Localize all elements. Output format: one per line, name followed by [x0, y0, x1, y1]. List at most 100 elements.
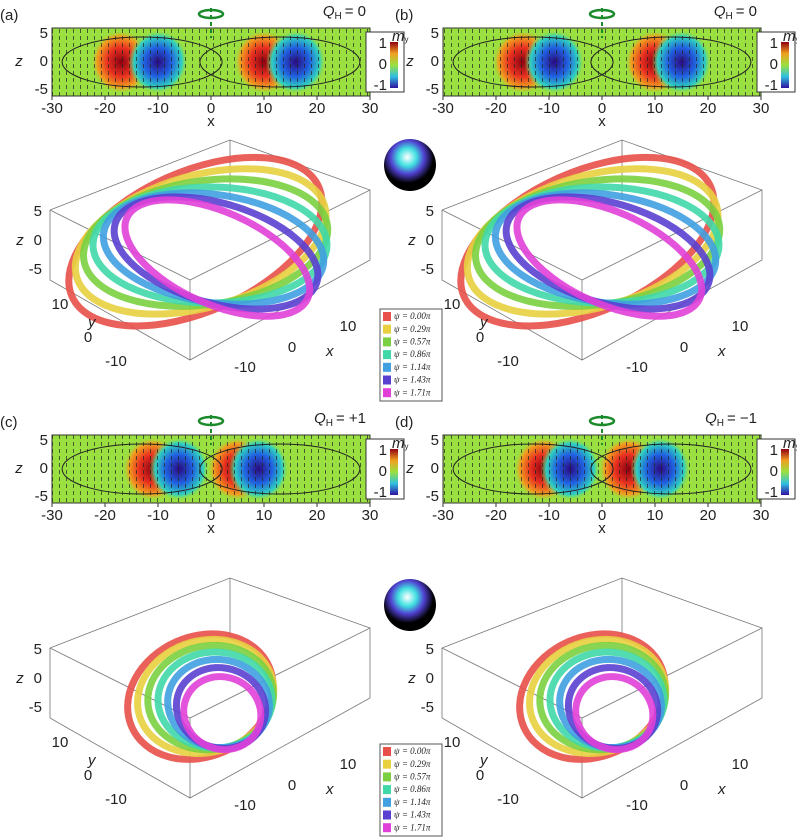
q-symbol: Q [314, 410, 326, 427]
y-tick-label: -10 [105, 353, 127, 370]
legend-box [379, 743, 443, 837]
z-axis-label: z [407, 232, 416, 249]
legend-swatch [383, 324, 391, 334]
y-tick-label: -10 [497, 353, 519, 370]
x-tick-label: 0 [680, 777, 688, 794]
legend-swatch [383, 337, 391, 347]
colorbar-title: my [392, 435, 409, 452]
legend-swatch [383, 772, 391, 782]
x-tick-label: -10 [626, 359, 648, 376]
y-axis-label: y [87, 314, 97, 331]
x-axis-label: x [717, 781, 726, 798]
colorbar [781, 42, 789, 88]
z-tick-label: 0 [40, 53, 48, 70]
q-value: = 0 [736, 3, 757, 20]
y-tick-label: 10 [52, 296, 69, 313]
legend-swatch [383, 362, 391, 372]
legend-swatch [383, 375, 391, 385]
legend-label: ψ = 0.86π [394, 784, 431, 794]
colorbar-tick-label: 1 [379, 35, 387, 52]
x-tick-label: -30 [432, 100, 454, 117]
z-tick-label: -5 [426, 81, 439, 98]
color-sphere [384, 579, 436, 631]
z-axis-label: z [14, 460, 23, 477]
arrow-field [443, 28, 761, 96]
x-tick-label: 0 [288, 339, 296, 356]
x-tick-label: 20 [700, 507, 717, 524]
q-subscript: H [334, 11, 341, 22]
z-tick-label: -5 [29, 699, 42, 716]
z-tick-label: 0 [426, 232, 434, 249]
colorbar [390, 449, 398, 495]
panel-label: (a) [0, 7, 18, 24]
x-tick-label: 0 [598, 100, 606, 117]
colorbar-tick-label: 0 [770, 56, 778, 73]
isosurface-ring [572, 673, 657, 754]
z-axis-label: z [15, 670, 24, 687]
legend-label: ψ = 0.00π [394, 311, 431, 321]
x-tick-label: 10 [256, 507, 273, 524]
z-tick-label: 0 [40, 460, 48, 477]
z-tick-label: -5 [35, 488, 48, 505]
isosurface-ring [180, 673, 265, 754]
legend-swatch [383, 747, 391, 756]
x-tick-label: 20 [700, 100, 717, 117]
colorbar-tick-label: 0 [379, 56, 387, 73]
y-tick-label: 0 [84, 767, 92, 784]
z-tick-label: -5 [421, 261, 434, 278]
x-tick-label: -20 [485, 507, 507, 524]
z-tick-label: -5 [421, 699, 434, 716]
legend-label: ψ = 0.57π [394, 336, 431, 346]
z-tick-label: 5 [40, 25, 48, 42]
colorbar [781, 449, 789, 495]
x-axis-label: x [325, 343, 334, 360]
legend-label: ψ = 0.29π [394, 324, 431, 334]
x-tick-label: 30 [753, 507, 770, 524]
legend: ψ = 0.00π ψ = 0.29π ψ = 0.57π ψ = 0.86π ψ = … [379, 308, 443, 402]
x-tick-label: -10 [147, 507, 169, 524]
q-subscript: H [717, 418, 724, 429]
x-tick-label: -30 [41, 507, 63, 524]
isosurface-ring [121, 196, 314, 320]
y-tick-label: -10 [105, 791, 127, 808]
x-tick-label: -10 [538, 507, 560, 524]
x-tick-label: -10 [538, 100, 560, 117]
x-tick-label: -10 [234, 797, 256, 814]
z-axis-label: z [405, 53, 414, 70]
colorbar-symbol: m [392, 28, 405, 45]
x-tick-label: 20 [309, 100, 326, 117]
z-axis-label: z [15, 232, 24, 249]
colorbar-tick-label: 1 [770, 35, 778, 52]
x-tick-label: 10 [256, 100, 273, 117]
z-tick-label: 0 [431, 460, 439, 477]
plot3d: 5 0 -5 z 10 0 -10 y 10 0 -10 x [407, 139, 763, 376]
q-subscript: H [725, 11, 732, 22]
x-tick-label: 10 [340, 756, 357, 773]
z-tick-label: 0 [34, 670, 42, 687]
colorbar-tick-label: 1 [379, 442, 387, 459]
q-label: QH = −1 [705, 410, 757, 429]
x-axis-label: x [207, 113, 215, 130]
x-tick-label: -10 [234, 359, 256, 376]
legend-swatch [383, 797, 391, 807]
colorbar-tick-label: -1 [374, 77, 387, 94]
z-tick-label: -5 [29, 261, 42, 278]
z-tick-label: 5 [34, 203, 42, 220]
legend-label: ψ = 1.43π [394, 375, 431, 385]
colorbar-tick-label: -1 [765, 77, 778, 94]
x-tick-label: -20 [94, 100, 116, 117]
z-tick-label: 0 [34, 232, 42, 249]
x-tick-label: -10 [626, 797, 648, 814]
x-tick-label: 0 [207, 100, 215, 117]
x-tick-label: 10 [732, 756, 749, 773]
panel-label: (b) [395, 7, 413, 24]
isosurface-ring [513, 196, 706, 320]
legend-swatch [383, 350, 391, 360]
legend-swatch [383, 312, 391, 321]
q-label: QH = 0 [323, 3, 366, 22]
legend-label: ψ = 0.29π [394, 759, 431, 769]
